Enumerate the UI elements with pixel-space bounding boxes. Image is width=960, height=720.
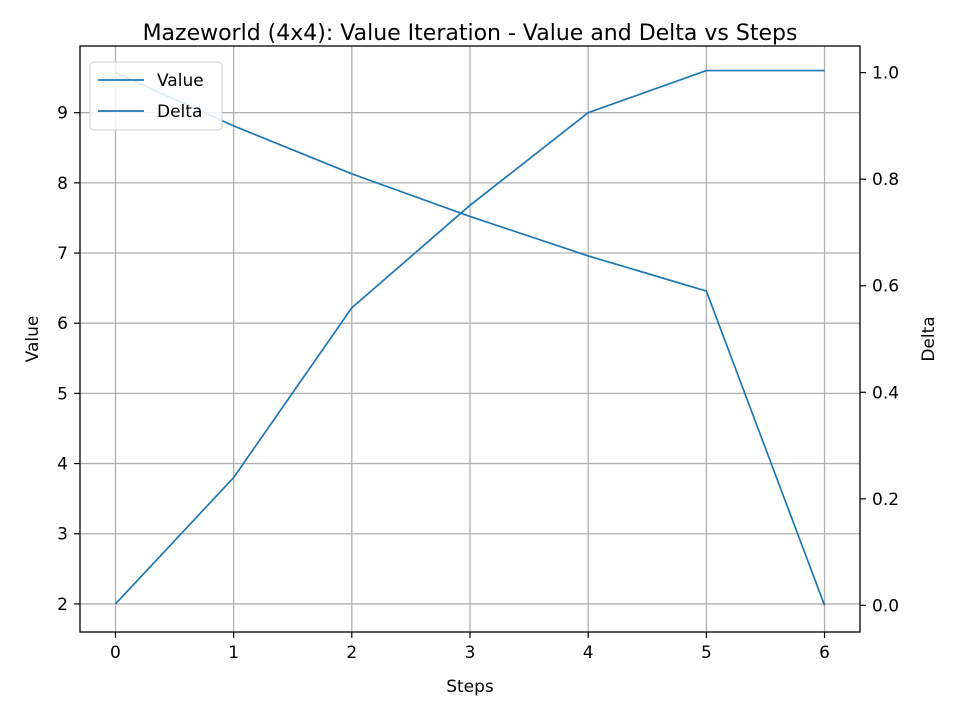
y-tick-label: 6 [57, 314, 68, 334]
legend-box [89, 61, 223, 131]
y2-tick-label: 0.0 [872, 596, 899, 616]
y-tick-label: 7 [57, 244, 68, 264]
x-axis-label: Steps [446, 677, 494, 697]
x-tick-label: 6 [819, 643, 830, 663]
x-axis: 0 1 2 3 4 5 6 [110, 632, 830, 663]
x-tick-label: 0 [110, 643, 121, 663]
x-tick-label: 3 [465, 643, 476, 663]
y-axis-label: Value [23, 316, 43, 363]
y-tick-label: 4 [57, 455, 68, 475]
y-tick-label: 2 [57, 595, 68, 615]
series-line-value [114, 69, 825, 605]
y2-tick-label: 0.4 [872, 383, 899, 403]
series-lines [114, 69, 826, 606]
legend-label: Delta [157, 102, 202, 122]
y-axis-right: 0.0 0.2 0.4 0.6 0.8 1.0 [860, 64, 899, 616]
x-tick-label: 4 [583, 643, 594, 663]
y2-tick-label: 1.0 [872, 64, 899, 84]
series-line-delta [115, 71, 826, 606]
y-axis-left: 2 3 4 5 6 7 8 9 [57, 104, 80, 615]
y2-tick-label: 0.2 [872, 490, 899, 510]
legend-label: Value [157, 71, 204, 91]
y2-axis-label: Delta [919, 316, 939, 361]
chart-title: Mazeworld (4x4): Value Iteration - Value… [143, 21, 798, 46]
y2-tick-label: 0.6 [872, 277, 899, 297]
grid [80, 46, 860, 632]
y2-tick-label: 0.8 [872, 170, 899, 190]
x-tick-label: 2 [346, 643, 357, 663]
y-tick-label: 8 [57, 174, 68, 194]
legend: Value Delta [89, 61, 223, 131]
x-tick-label: 5 [701, 643, 712, 663]
y-tick-label: 5 [57, 384, 68, 404]
y-tick-label: 9 [57, 104, 68, 124]
x-tick-label: 1 [228, 643, 239, 663]
y-tick-label: 3 [57, 525, 68, 545]
